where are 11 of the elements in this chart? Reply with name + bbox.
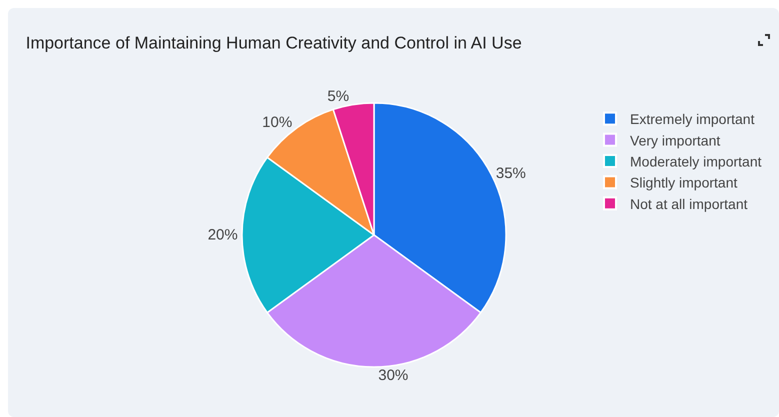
- data-label: 20%: [208, 226, 238, 244]
- data-label: 35%: [496, 164, 526, 182]
- legend-label: Very important: [630, 132, 720, 148]
- data-label: 5%: [327, 88, 350, 105]
- data-label: 10%: [262, 114, 292, 132]
- legend-label: Extremely important: [630, 111, 755, 128]
- data-label: 30%: [378, 367, 408, 384]
- legend-label: Moderately important: [630, 153, 762, 170]
- chart-title: Importance of Maintaining Human Creativity and Control in AI Use: [26, 34, 522, 53]
- legend-label: Slightly important: [630, 174, 738, 191]
- legend-label: Not at all important: [630, 196, 748, 212]
